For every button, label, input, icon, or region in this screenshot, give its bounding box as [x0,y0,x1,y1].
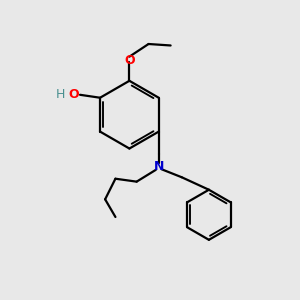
Text: O: O [124,54,135,67]
Text: O: O [68,88,79,101]
Text: N: N [154,160,164,173]
Text: H: H [56,88,65,101]
